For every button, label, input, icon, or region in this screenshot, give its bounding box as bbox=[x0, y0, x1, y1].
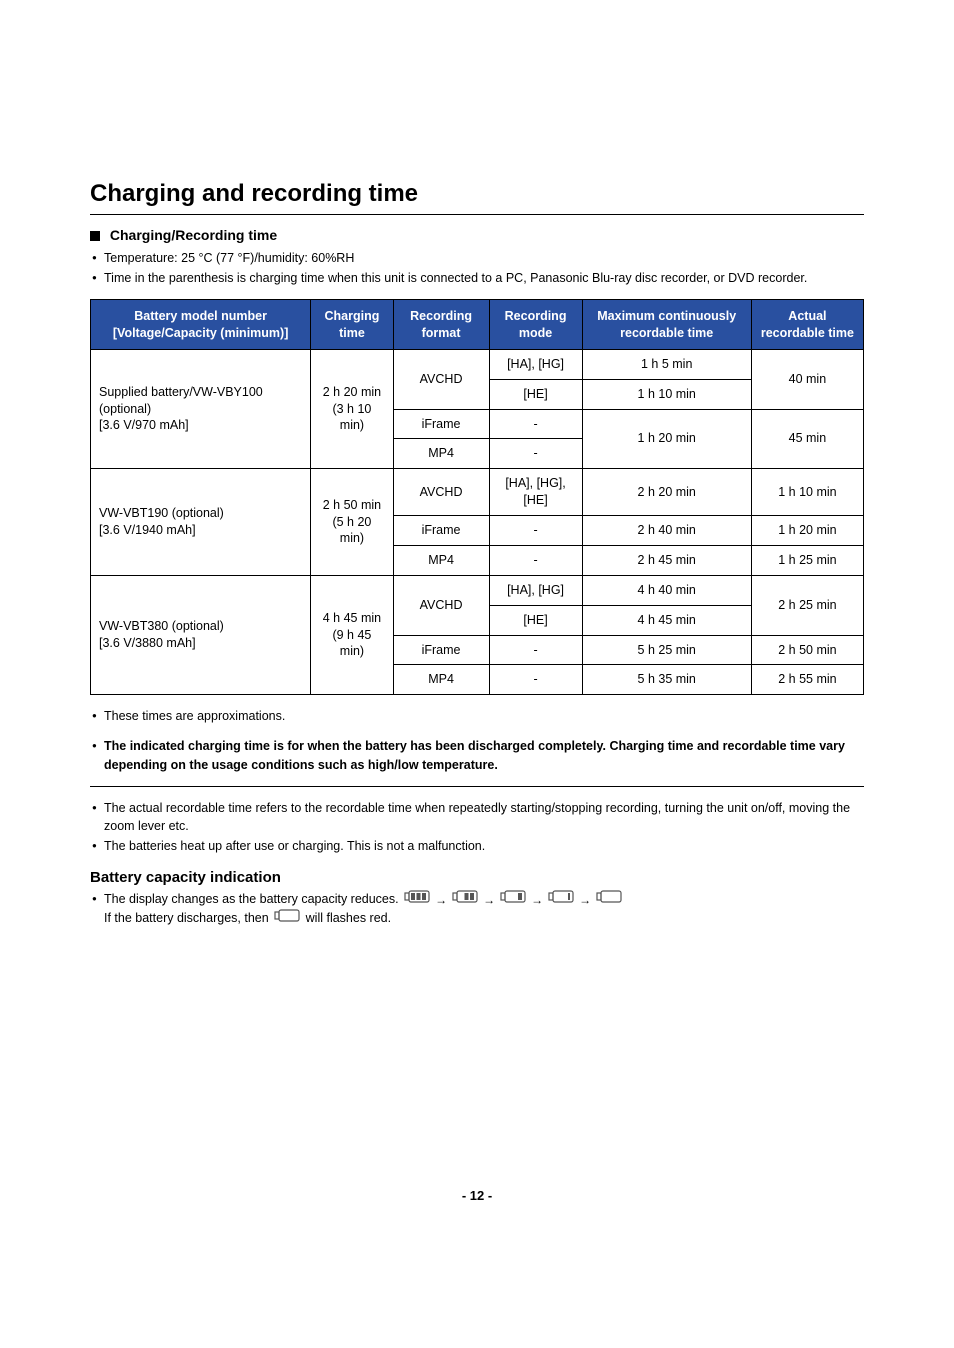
after-bullet-item: The actual recordable time refers to the… bbox=[90, 799, 864, 835]
table-header-cell: Actual recordable time bbox=[751, 300, 863, 350]
mode-cell: [HA], [HG] bbox=[489, 349, 582, 379]
bold-note: The indicated charging time is for when … bbox=[90, 737, 864, 773]
actual-time-cell: 1 h 10 min bbox=[751, 469, 863, 516]
approx-note: These times are approximations. bbox=[90, 707, 864, 725]
mode-cell: - bbox=[489, 635, 582, 665]
intro-bullet-list: Temperature: 25 °C (77 °F)/humidity: 60%… bbox=[90, 249, 864, 287]
max-time-cell: 2 h 20 min bbox=[582, 469, 751, 516]
mode-cell: - bbox=[489, 665, 582, 695]
square-bullet-icon bbox=[90, 231, 100, 241]
table-header-cell: Recording mode bbox=[489, 300, 582, 350]
mode-cell: [HA], [HG] bbox=[489, 575, 582, 605]
format-cell: iFrame bbox=[393, 409, 489, 439]
charging-cell: 2 h 50 min(5 h 20 min) bbox=[311, 469, 393, 576]
table-header-cell: Maximum continuously recordable time bbox=[582, 300, 751, 350]
max-time-cell: 1 h 5 min bbox=[582, 349, 751, 379]
arrow-icon: → bbox=[435, 891, 447, 909]
page-number: - 12 - bbox=[90, 1188, 864, 1203]
max-time-cell: 5 h 25 min bbox=[582, 635, 751, 665]
divider bbox=[90, 786, 864, 787]
format-cell: MP4 bbox=[393, 545, 489, 575]
table-header-row: Battery model number [Voltage/Capacity (… bbox=[91, 300, 864, 350]
format-cell: iFrame bbox=[393, 516, 489, 546]
after-divider-bullet-list: The actual recordable time refers to the… bbox=[90, 799, 864, 855]
battery-cell: Supplied battery/VW-VBY100 (optional)[3.… bbox=[91, 349, 311, 469]
actual-time-cell: 45 min bbox=[751, 409, 863, 469]
capacity-line2-suffix: will flashes red. bbox=[306, 911, 391, 925]
max-time-cell: 1 h 20 min bbox=[582, 409, 751, 469]
battery-empty-icon-inline bbox=[274, 909, 300, 928]
format-cell: iFrame bbox=[393, 635, 489, 665]
format-cell: AVCHD bbox=[393, 575, 489, 635]
actual-time-cell: 2 h 25 min bbox=[751, 575, 863, 635]
intro-bullet-item: Temperature: 25 °C (77 °F)/humidity: 60%… bbox=[90, 249, 864, 267]
format-cell: MP4 bbox=[393, 439, 489, 469]
approx-note-list: These times are approximations. bbox=[90, 707, 864, 725]
mode-cell: - bbox=[489, 409, 582, 439]
mode-cell: - bbox=[489, 545, 582, 575]
title-rule bbox=[90, 214, 864, 215]
battery-cell: VW-VBT380 (optional)[3.6 V/3880 mAh] bbox=[91, 575, 311, 695]
format-cell: AVCHD bbox=[393, 469, 489, 516]
battery-icon bbox=[596, 890, 622, 909]
format-cell: MP4 bbox=[393, 665, 489, 695]
actual-time-cell: 2 h 50 min bbox=[751, 635, 863, 665]
format-cell: AVCHD bbox=[393, 349, 489, 409]
battery-cell: VW-VBT190 (optional)[3.6 V/1940 mAh] bbox=[91, 469, 311, 576]
mode-cell: [HE] bbox=[489, 379, 582, 409]
document-page: Charging and recording time Charging/Rec… bbox=[0, 0, 954, 1243]
table-header-cell: Battery model number [Voltage/Capacity (… bbox=[91, 300, 311, 350]
mode-cell: - bbox=[489, 439, 582, 469]
charging-cell: 4 h 45 min(9 h 45 min) bbox=[311, 575, 393, 695]
capacity-description: The display changes as the battery capac… bbox=[90, 890, 864, 928]
table-row: Supplied battery/VW-VBY100 (optional)[3.… bbox=[91, 349, 864, 379]
max-time-cell: 2 h 45 min bbox=[582, 545, 751, 575]
mode-cell: - bbox=[489, 516, 582, 546]
battery-time-table: Battery model number [Voltage/Capacity (… bbox=[90, 299, 864, 695]
table-row: VW-VBT380 (optional)[3.6 V/3880 mAh]4 h … bbox=[91, 575, 864, 605]
max-time-cell: 5 h 35 min bbox=[582, 665, 751, 695]
actual-time-cell: 1 h 20 min bbox=[751, 516, 863, 546]
max-time-cell: 4 h 45 min bbox=[582, 605, 751, 635]
charging-cell: 2 h 20 min(3 h 10 min) bbox=[311, 349, 393, 469]
actual-time-cell: 1 h 25 min bbox=[751, 545, 863, 575]
battery-icon bbox=[452, 890, 478, 909]
table-header-cell: Recording format bbox=[393, 300, 489, 350]
capacity-line2-prefix: If the battery discharges, then bbox=[104, 911, 272, 925]
battery-icon bbox=[548, 890, 574, 909]
battery-icon bbox=[404, 890, 430, 909]
mode-cell: [HA], [HG], [HE] bbox=[489, 469, 582, 516]
max-time-cell: 4 h 40 min bbox=[582, 575, 751, 605]
max-time-cell: 2 h 40 min bbox=[582, 516, 751, 546]
max-time-cell: 1 h 10 min bbox=[582, 379, 751, 409]
mode-cell: [HE] bbox=[489, 605, 582, 635]
table-row: VW-VBT190 (optional)[3.6 V/1940 mAh]2 h … bbox=[91, 469, 864, 516]
battery-icon-sequence: → → → → bbox=[402, 892, 624, 906]
page-title: Charging and recording time bbox=[90, 180, 864, 208]
arrow-icon: → bbox=[483, 891, 495, 909]
arrow-icon: → bbox=[531, 891, 543, 909]
after-bullet-item: The batteries heat up after use or charg… bbox=[90, 837, 864, 855]
battery-icon bbox=[500, 890, 526, 909]
intro-bullet-item: Time in the parenthesis is charging time… bbox=[90, 269, 864, 287]
capacity-heading: Battery capacity indication bbox=[90, 869, 864, 886]
actual-time-cell: 40 min bbox=[751, 349, 863, 409]
capacity-line1: The display changes as the battery capac… bbox=[104, 892, 402, 906]
table-header-cell: Charging time bbox=[311, 300, 393, 350]
subheading: Charging/Recording time bbox=[90, 227, 864, 243]
actual-time-cell: 2 h 55 min bbox=[751, 665, 863, 695]
arrow-icon: → bbox=[579, 891, 591, 909]
subheading-text: Charging/Recording time bbox=[110, 227, 277, 243]
table-body: Supplied battery/VW-VBY100 (optional)[3.… bbox=[91, 349, 864, 695]
